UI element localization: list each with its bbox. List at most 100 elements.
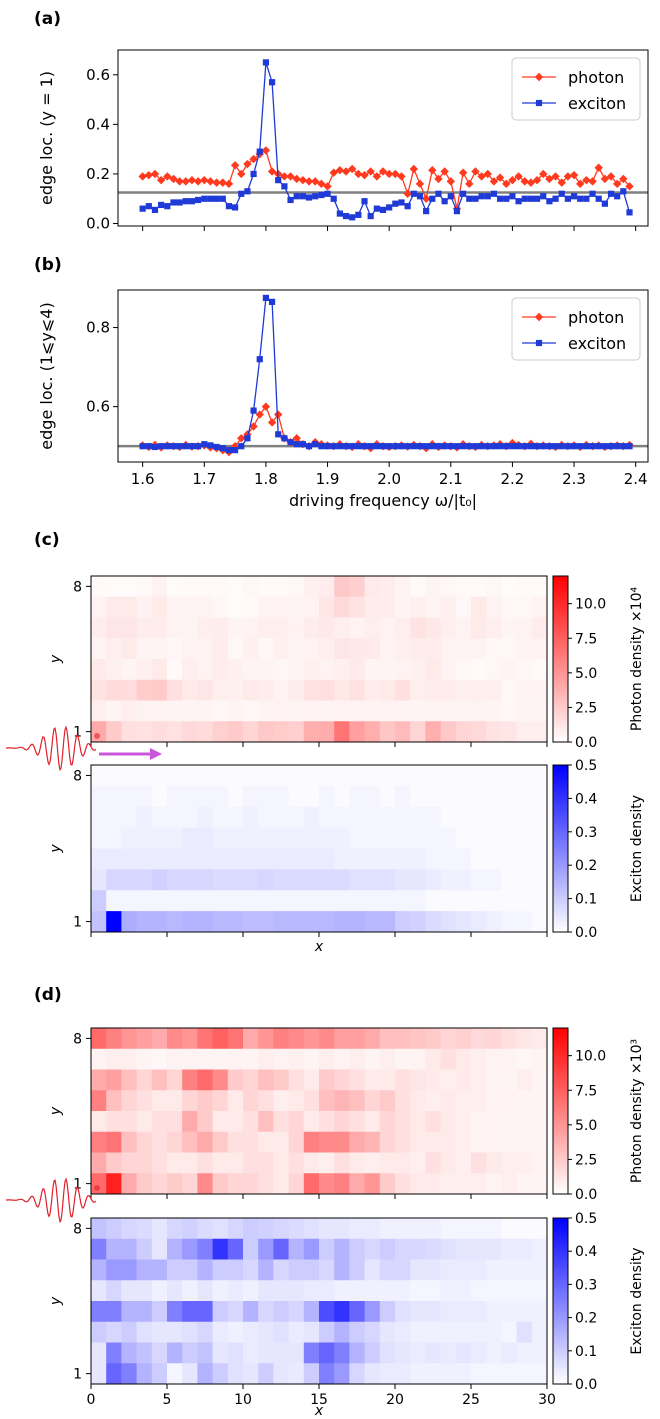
point-exciton bbox=[225, 447, 233, 454]
point-exciton bbox=[201, 441, 208, 448]
heat-cell bbox=[167, 1131, 183, 1153]
heat-cell bbox=[334, 596, 350, 618]
heat-cell bbox=[364, 638, 381, 660]
point-exciton bbox=[540, 443, 547, 450]
point-exciton bbox=[527, 443, 535, 450]
heat-cell bbox=[364, 1152, 381, 1174]
heat-cell bbox=[106, 806, 122, 829]
point-exciton bbox=[373, 443, 380, 450]
heat-cell bbox=[501, 659, 517, 681]
heat-cell bbox=[486, 1028, 502, 1050]
heat-cell bbox=[531, 1363, 548, 1385]
heat-cell bbox=[121, 1048, 137, 1070]
colorbar-step bbox=[553, 870, 568, 874]
heat-cell bbox=[486, 596, 502, 618]
heat-cell bbox=[425, 1342, 441, 1364]
heat-cell bbox=[182, 848, 198, 870]
point-exciton bbox=[225, 203, 233, 210]
heat-cell bbox=[334, 1301, 350, 1323]
heat-cell bbox=[471, 1028, 487, 1050]
heat-cell bbox=[227, 785, 244, 808]
heat-cell bbox=[516, 679, 533, 701]
colorbar-step bbox=[553, 1033, 568, 1037]
heat-cell bbox=[471, 721, 487, 743]
point-exciton bbox=[490, 190, 498, 197]
colorbar-step bbox=[553, 881, 568, 886]
heat-cell bbox=[243, 1259, 259, 1281]
heat-cell bbox=[531, 1048, 548, 1070]
point-exciton bbox=[318, 443, 325, 450]
heat-cell bbox=[471, 806, 487, 829]
heat-cell bbox=[531, 806, 548, 829]
y-tick-label: 1 bbox=[73, 1177, 82, 1193]
heat-cell bbox=[273, 827, 289, 849]
heat-cell bbox=[379, 1131, 396, 1153]
heat-cell bbox=[182, 576, 198, 598]
heat-cell bbox=[91, 1259, 107, 1281]
heat-cell bbox=[167, 1342, 183, 1364]
heat-cell bbox=[334, 1218, 350, 1240]
colorbar-label: Photon density ×10³ bbox=[629, 1039, 645, 1183]
heat-cell bbox=[212, 1342, 229, 1364]
heat-cell bbox=[303, 1238, 320, 1260]
drive-pulse-spot bbox=[94, 733, 100, 739]
heat-cell bbox=[319, 679, 335, 701]
x-tick-label: 30 bbox=[538, 1392, 556, 1408]
heat-cell bbox=[303, 659, 320, 681]
heat-cell bbox=[455, 848, 472, 870]
heat-cell bbox=[227, 1152, 244, 1174]
heat-cell bbox=[288, 869, 305, 891]
heat-cell bbox=[197, 1259, 213, 1281]
heat-cell bbox=[273, 1301, 289, 1323]
point-photon bbox=[391, 169, 400, 179]
heat-cell bbox=[319, 765, 335, 787]
colorbar-step bbox=[553, 1309, 568, 1313]
colorbar-step bbox=[553, 1185, 568, 1189]
point-exciton bbox=[472, 195, 479, 202]
heat-cell bbox=[167, 1111, 183, 1133]
heat-cell bbox=[379, 827, 396, 849]
point-exciton bbox=[231, 447, 239, 454]
heat-cell bbox=[91, 806, 107, 829]
heat-cell bbox=[212, 1152, 229, 1174]
heat-cell bbox=[471, 848, 487, 870]
colorbar-step bbox=[553, 1044, 568, 1048]
heat-cell bbox=[501, 700, 517, 722]
heat-cell bbox=[319, 1342, 335, 1364]
heat-cell bbox=[121, 1280, 137, 1302]
heat-cell bbox=[379, 1301, 396, 1323]
heat-cell bbox=[425, 1259, 441, 1281]
point-exciton bbox=[379, 443, 387, 450]
heat-cell bbox=[258, 765, 274, 787]
heat-cell bbox=[334, 765, 350, 787]
heat-cell bbox=[440, 785, 457, 808]
panel-label-b: (b) bbox=[34, 255, 62, 275]
heat-cell bbox=[212, 890, 229, 912]
heat-cell bbox=[379, 1069, 396, 1091]
heat-cell bbox=[91, 827, 107, 849]
heat-cell bbox=[349, 785, 365, 808]
point-exciton bbox=[268, 298, 276, 305]
colorbar-step bbox=[553, 1303, 568, 1307]
point-exciton bbox=[324, 443, 331, 450]
point-exciton bbox=[275, 431, 282, 438]
heat-cell bbox=[455, 638, 472, 660]
heat-cell bbox=[121, 765, 137, 787]
heat-cell bbox=[197, 911, 213, 933]
heat-cell bbox=[91, 1028, 107, 1050]
heat-cell bbox=[471, 1301, 487, 1323]
heat-cell bbox=[106, 659, 122, 681]
point-exciton bbox=[626, 209, 633, 216]
heat-cell bbox=[182, 1321, 198, 1343]
heat-cell bbox=[379, 1028, 396, 1050]
point-exciton bbox=[275, 177, 282, 184]
point-exciton bbox=[145, 203, 152, 210]
heat-cell bbox=[395, 679, 411, 701]
point-exciton bbox=[176, 199, 183, 206]
heat-cell bbox=[136, 765, 153, 787]
heat-cell bbox=[440, 1218, 457, 1240]
heat-cell bbox=[319, 1238, 335, 1260]
heat-cell bbox=[395, 576, 411, 598]
heat-cell bbox=[440, 1152, 457, 1174]
point-photon bbox=[230, 161, 240, 170]
